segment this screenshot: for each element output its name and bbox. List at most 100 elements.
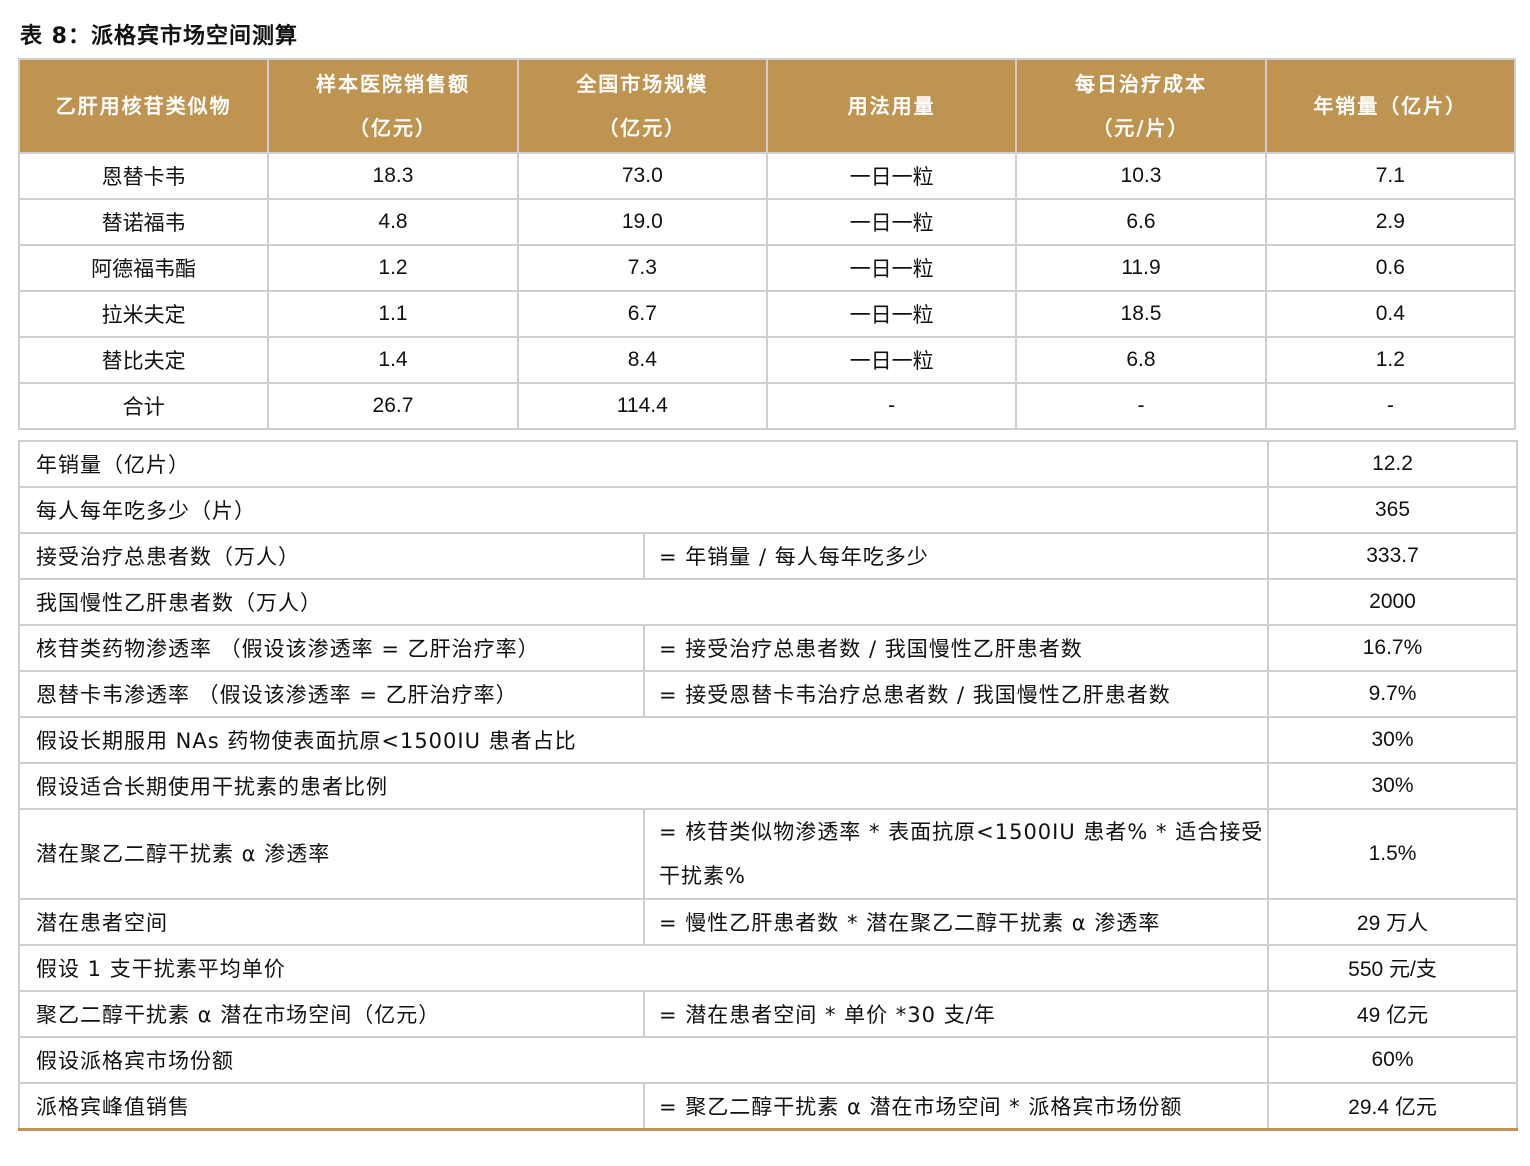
calc-row: 派格宾峰值销售 = 聚乙二醇干扰素 α 潜在市场空间 * 派格宾市场份额 29.4 … (18, 1082, 1518, 1131)
table-cell: 73.0 (516, 152, 768, 200)
column-header-label: 年销量（亿片） (1313, 94, 1468, 118)
table-cell: 7.1 (1264, 152, 1517, 200)
table-cell: - (1264, 382, 1517, 430)
table-row: 阿德福韦酯 1.2 7.3 一日一粒 11.9 0.6 (17, 244, 1517, 292)
table-cell: 一日一粒 (765, 290, 1018, 338)
calc-value: 16.7% (1267, 624, 1518, 672)
table-cell: 一日一粒 (765, 152, 1018, 200)
column-header: 乙肝用核苷类似物 (17, 58, 270, 154)
calc-formula: = 核苷类似物渗透率 * 表面抗原<1500IU 患者% * 适合接受干扰素% (643, 808, 1269, 900)
calc-value: 1.5% (1267, 808, 1518, 900)
column-header-label: 乙肝用核苷类似物 (55, 94, 232, 118)
calc-value: 30% (1267, 762, 1518, 810)
calc-label: 我国慢性乙肝患者数（万人） (18, 578, 1269, 626)
table-cell: 10.3 (1015, 152, 1267, 200)
table-cell: 6.7 (516, 290, 768, 338)
table-cell: 18.3 (267, 152, 519, 200)
table-cell: 0.4 (1264, 290, 1517, 338)
table-cell: 替比夫定 (17, 336, 270, 384)
table-cell: 一日一粒 (765, 336, 1018, 384)
column-header-label: 全国市场规模 (576, 72, 709, 96)
table-header-row: 乙肝用核苷类似物 样本医院销售额 （亿元） 全国市场规模 （亿元） 用法用量 每日治疗成本 （… (17, 58, 1517, 154)
calc-label: 年销量（亿片） (18, 440, 1269, 488)
table-cell: 0.6 (1264, 244, 1517, 292)
calc-label: 核苷类药物渗透率 （假设该渗透率 = 乙肝治疗率） (18, 624, 645, 672)
calc-value: 333.7 (1267, 532, 1518, 580)
calc-formula: = 年销量 / 每人每年吃多少 (643, 532, 1269, 580)
table-cell: 8.4 (516, 336, 768, 384)
calc-label: 潜在患者空间 (18, 898, 645, 946)
table-cell: 1.2 (1264, 336, 1517, 384)
table-cell: 7.3 (516, 244, 768, 292)
table-cell: 1.2 (267, 244, 519, 292)
calc-label: 假设 1 支干扰素平均单价 (18, 944, 1269, 992)
calc-row: 核苷类药物渗透率 （假设该渗透率 = 乙肝治疗率） = 接受治疗总患者数 / 我国… (18, 624, 1518, 672)
calc-formula: = 慢性乙肝患者数 * 潜在聚乙二醇干扰素 α 渗透率 (643, 898, 1269, 946)
calc-value: 365 (1267, 486, 1518, 534)
table-title: 表 8：派格宾市场空间测算 (20, 24, 298, 49)
calc-row: 潜在患者空间 = 慢性乙肝患者数 * 潜在聚乙二醇干扰素 α 渗透率 29 万人 (18, 898, 1518, 946)
drug-sales-table: 乙肝用核苷类似物 样本医院销售额 （亿元） 全国市场规模 （亿元） 用法用量 每日治疗成本 （… (17, 58, 1517, 430)
calc-row: 每人每年吃多少（片） 365 (18, 486, 1518, 534)
table-row: 替比夫定 1.4 8.4 一日一粒 6.8 1.2 (17, 336, 1517, 384)
table-row: 合计 26.7 114.4- - - (17, 382, 1517, 430)
table-row: 恩替卡韦 18.3 73.0 一日一粒 10.3 7.1 (17, 152, 1517, 200)
column-header-unit: （亿元） (348, 116, 437, 140)
calc-value: 2000 (1267, 578, 1518, 626)
calc-formula: = 聚乙二醇干扰素 α 潜在市场空间 * 派格宾市场份额 (643, 1082, 1269, 1131)
column-header-label: 样本医院销售额 (315, 72, 470, 96)
table-cell: - (1015, 382, 1267, 430)
calc-label: 假设适合长期使用干扰素的患者比例 (18, 762, 1269, 810)
column-header: 每日治疗成本 （元/片） (1015, 58, 1267, 154)
table-cell: 替诺福韦 (17, 198, 270, 246)
table-row: 拉米夫定 1.1 6.7 一日一粒 18.5 0.4 (17, 290, 1517, 338)
table-cell: 19.0 (516, 198, 768, 246)
market-calc-table: 年销量（亿片） 12.2 每人每年吃多少（片） 365 接受治疗总患者数（万人） = 年销… (18, 440, 1518, 1131)
calc-label: 接受治疗总患者数（万人） (18, 532, 645, 580)
table-cell: 恩替卡韦 (17, 152, 270, 200)
column-header: 全国市场规模 （亿元） (516, 58, 768, 154)
calc-value: 60% (1267, 1036, 1518, 1084)
calc-value: 29 万人 (1267, 898, 1518, 946)
table-cell: 一日一粒 (765, 244, 1018, 292)
column-header-unit: （亿元） (598, 116, 687, 140)
calc-formula: = 接受恩替卡韦治疗总患者数 / 我国慢性乙肝患者数 (643, 670, 1269, 718)
calc-row: 聚乙二醇干扰素 α 潜在市场空间（亿元） = 潜在患者空间 * 单价 *30 支/… (18, 990, 1518, 1038)
table-cell: 合计 (17, 382, 270, 430)
calc-row: 接受治疗总患者数（万人） = 年销量 / 每人每年吃多少 333.7 (18, 532, 1518, 580)
calc-formula: = 接受治疗总患者数 / 我国慢性乙肝患者数 (643, 624, 1269, 672)
calc-row: 恩替卡韦渗透率 （假设该渗透率 = 乙肝治疗率） = 接受恩替卡韦治疗总患者数 /… (18, 670, 1518, 718)
table-cell: - (765, 382, 1018, 430)
table-cell: 11.9 (1015, 244, 1267, 292)
table-cell: 1.4 (267, 336, 519, 384)
column-header-unit: （元/片） (1092, 116, 1190, 140)
calc-label: 派格宾峰值销售 (18, 1082, 645, 1131)
table-row: 替诺福韦 4.8 19.0 一日一粒 6.6 2.9 (17, 198, 1517, 246)
table-cell: 26.7 (267, 382, 519, 430)
calc-label: 恩替卡韦渗透率 （假设该渗透率 = 乙肝治疗率） (18, 670, 645, 718)
table-cell: 1.1 (267, 290, 519, 338)
calc-row: 潜在聚乙二醇干扰素 α 渗透率 = 核苷类似物渗透率 * 表面抗原<1500IU … (18, 808, 1518, 900)
calc-row: 我国慢性乙肝患者数（万人） 2000 (18, 578, 1518, 626)
calc-row: 假设长期服用 NAs 药物使表面抗原<1500IU 患者占比 30% (18, 716, 1518, 764)
calc-label: 聚乙二醇干扰素 α 潜在市场空间（亿元） (18, 990, 645, 1038)
column-header: 年销量（亿片） (1264, 58, 1517, 154)
table-cell: 4.8 (267, 198, 519, 246)
calc-label: 每人每年吃多少（片） (18, 486, 1269, 534)
calc-value: 12.2 (1267, 440, 1518, 488)
calc-row: 假设 1 支干扰素平均单价 550 元/支 (18, 944, 1518, 992)
column-header-label: 用法用量 (847, 94, 936, 118)
table-cell: 18.5 (1015, 290, 1267, 338)
table-cell: 2.9 (1264, 198, 1517, 246)
calc-label: 假设派格宾市场份额 (18, 1036, 1269, 1084)
table-cell: 拉米夫定 (17, 290, 270, 338)
column-header: 样本医院销售额 （亿元） (267, 58, 519, 154)
calc-row: 假设适合长期使用干扰素的患者比例 30% (18, 762, 1518, 810)
calc-value: 49 亿元 (1267, 990, 1518, 1038)
table-cell: 6.8 (1015, 336, 1267, 384)
table-cell: 阿德福韦酯 (17, 244, 270, 292)
calc-formula: = 潜在患者空间 * 单价 *30 支/年 (643, 990, 1269, 1038)
calc-label: 潜在聚乙二醇干扰素 α 渗透率 (18, 808, 645, 900)
column-header-label: 每日治疗成本 (1074, 72, 1207, 96)
table-cell: 一日一粒 (765, 198, 1018, 246)
